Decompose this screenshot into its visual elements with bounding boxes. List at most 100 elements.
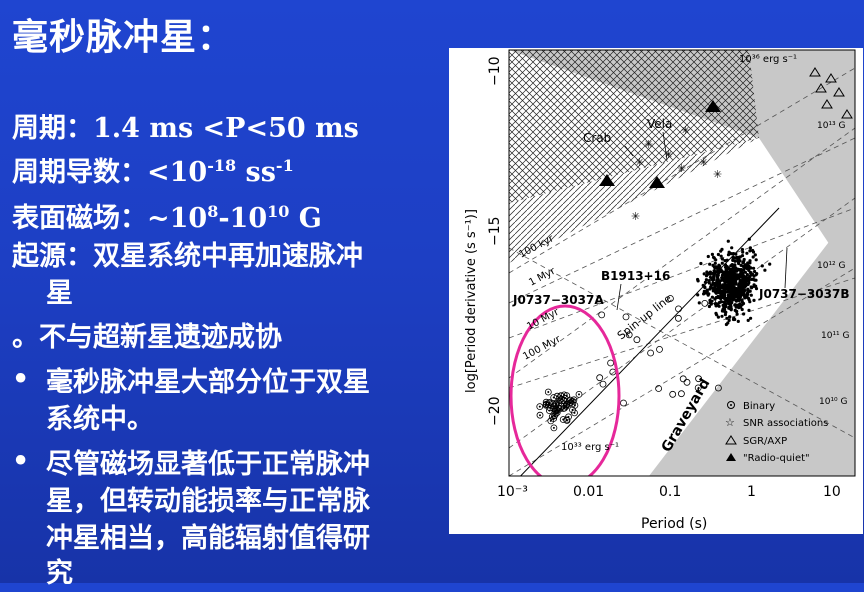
binary-pulsar-dot bbox=[545, 404, 547, 407]
pulsar-point bbox=[714, 290, 718, 294]
svg-text:✳: ✳ bbox=[664, 148, 673, 161]
pulsar-point bbox=[727, 281, 732, 285]
binary-pulsar-point bbox=[694, 384, 702, 392]
pulsar-point bbox=[725, 258, 729, 262]
pulsar-point bbox=[713, 282, 717, 286]
pulsar-point bbox=[747, 237, 751, 241]
binary-pulsar-dot bbox=[578, 393, 580, 396]
binary-pulsar-dot bbox=[539, 414, 541, 417]
pulsar-point bbox=[724, 322, 728, 327]
pulsar-point bbox=[720, 300, 724, 304]
binary-pulsar-dot bbox=[549, 406, 551, 409]
pulsar-point bbox=[737, 303, 741, 307]
pdot-unit: ss bbox=[236, 157, 276, 188]
pulsar-point bbox=[718, 280, 722, 284]
pulsar-point bbox=[706, 293, 710, 297]
binary-pulsar-dot bbox=[554, 412, 557, 415]
legend-snr: SNR associations bbox=[743, 418, 828, 429]
pulsar-point bbox=[703, 280, 707, 284]
pulsar-point bbox=[724, 310, 728, 314]
binary-pulsar-dot bbox=[549, 419, 552, 422]
pulsar-point bbox=[752, 266, 756, 270]
field-unit: G bbox=[289, 203, 322, 234]
msp-highlight-ellipse bbox=[509, 304, 621, 476]
pulsar-point bbox=[745, 263, 750, 268]
field-mid: -10 bbox=[218, 203, 268, 234]
pulsar-point bbox=[724, 299, 728, 303]
no-snr-line: 。不与超新星遗迹成协 bbox=[12, 322, 282, 353]
grey-region bbox=[509, 50, 855, 283]
pulsar-point bbox=[738, 297, 742, 301]
pulsar-point bbox=[728, 315, 732, 319]
pulsar-point bbox=[708, 262, 712, 266]
pulsar-point bbox=[715, 277, 720, 282]
binary-pulsar-dot bbox=[565, 418, 568, 421]
pulsar-point bbox=[736, 257, 740, 261]
pulsar-point bbox=[705, 270, 709, 274]
binary-pulsar-point bbox=[656, 345, 663, 353]
pulsar-point bbox=[734, 298, 738, 303]
pulsar-point bbox=[747, 268, 751, 272]
svg-text:✳: ✳ bbox=[677, 162, 686, 175]
pulsar-point bbox=[712, 275, 716, 279]
pulsar-point bbox=[735, 312, 739, 316]
pulsar-point bbox=[730, 294, 734, 298]
graveyard-region bbox=[649, 208, 855, 476]
label-j0737b: J0737−3037B bbox=[758, 287, 849, 301]
pulsar-point bbox=[741, 250, 745, 254]
pulsar-point bbox=[733, 303, 737, 307]
pulsar-point bbox=[732, 285, 736, 289]
binary-pulsar-point bbox=[596, 374, 604, 382]
pulsar-point bbox=[753, 253, 757, 257]
pulsar-point bbox=[720, 273, 724, 277]
bullet-2-line4: 究 bbox=[46, 558, 73, 589]
slide-title: 毫秒脉冲星： bbox=[12, 16, 235, 58]
pulsar-point bbox=[740, 282, 744, 286]
binary-pulsar-point bbox=[536, 403, 544, 411]
pulsar-point bbox=[726, 253, 731, 257]
pulsar-point bbox=[726, 293, 730, 297]
pulsar-point bbox=[704, 278, 708, 282]
binary-pulsar-point bbox=[546, 399, 553, 406]
x-axis-label: Period (s) bbox=[641, 516, 707, 532]
pulsar-point bbox=[746, 266, 751, 270]
pulsar-point bbox=[740, 247, 744, 252]
binary-pulsar-dot bbox=[562, 399, 565, 402]
pulsar-point bbox=[724, 303, 728, 307]
pulsar-point bbox=[738, 268, 742, 272]
pulsar-point bbox=[717, 304, 721, 308]
pulsar-point bbox=[743, 270, 747, 274]
pulsar-point bbox=[746, 291, 750, 295]
pulsar-point bbox=[733, 292, 737, 296]
label-vela: Vela bbox=[647, 117, 672, 131]
pulsar-point bbox=[749, 293, 753, 297]
pulsar-point bbox=[720, 314, 724, 318]
pulsar-point bbox=[717, 288, 721, 292]
y-tick-2: −15 bbox=[487, 216, 503, 246]
pulsar-point bbox=[733, 317, 737, 322]
binary-pulsar-point bbox=[666, 295, 674, 302]
svg-text:✳: ✳ bbox=[644, 138, 653, 151]
pulsar-point bbox=[696, 279, 700, 283]
binary-pulsar-point bbox=[714, 384, 722, 392]
bullet-1-line2: 系统中。 bbox=[46, 404, 154, 435]
pdot-exp2: -1 bbox=[275, 156, 294, 175]
pulsar-point bbox=[723, 313, 727, 317]
pulsar-point bbox=[720, 276, 724, 280]
pulsar-point bbox=[751, 250, 756, 254]
pulsar-point bbox=[717, 271, 721, 275]
pulsar-point bbox=[742, 275, 746, 279]
y-tick-1: −10 bbox=[487, 56, 503, 86]
pulsar-point bbox=[742, 264, 746, 268]
binary-pulsar-point bbox=[598, 311, 606, 319]
pulsar-point bbox=[736, 260, 740, 264]
pulsar-point bbox=[708, 275, 712, 279]
binary-pulsar-point bbox=[625, 331, 633, 339]
pulsar-point bbox=[713, 284, 717, 289]
field-1e13: 10¹³ G bbox=[817, 121, 846, 131]
pulsar-point bbox=[737, 291, 741, 295]
legend-binary: Binary bbox=[743, 401, 775, 412]
pulsar-point bbox=[742, 268, 746, 272]
binary-pulsar-point bbox=[599, 380, 607, 388]
pulsar-point bbox=[704, 291, 708, 295]
